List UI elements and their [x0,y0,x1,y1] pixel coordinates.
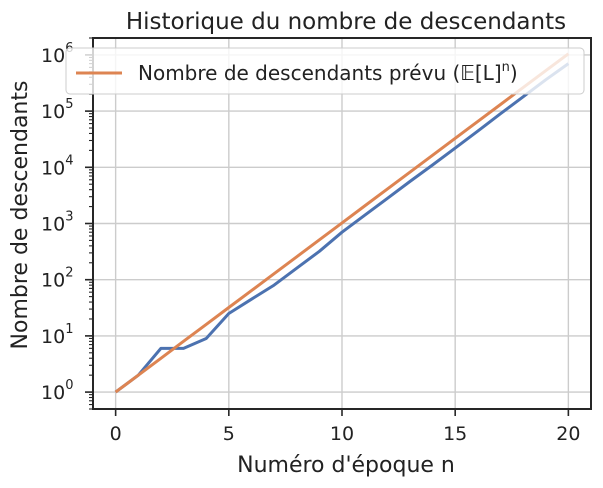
y-tick-label: 103 [41,210,73,236]
series-observed-line [114,62,570,394]
y-axis-label: Nombre de descendants [8,81,33,350]
x-tick-label: 0 [110,423,122,445]
x-axis-label: Numéro d'époque n [237,453,455,478]
legend-box [65,47,585,95]
y-tick-label: 102 [41,266,73,292]
x-tick-label: 10 [330,423,354,445]
series-expected-line [114,52,570,394]
y-tick-label: 104 [41,153,73,179]
tick-labels: 05101520100101102103104105106 [41,41,580,445]
x-tick-label: 5 [223,423,235,445]
x-tick-label: 20 [556,423,580,445]
y-tick-label: 101 [41,322,73,348]
legend-label-expected: Nombre de descendants prévu (𝔼[L]n) [138,60,518,85]
y-tick-label: 100 [41,378,73,404]
y-tick-label: 105 [41,97,73,123]
x-tick-label: 15 [443,423,467,445]
series-lines [114,52,570,394]
legend: Nombre de descendants prévu (𝔼[L]n) [65,47,585,95]
chart-title: Historique du nombre de descendants [126,9,566,35]
